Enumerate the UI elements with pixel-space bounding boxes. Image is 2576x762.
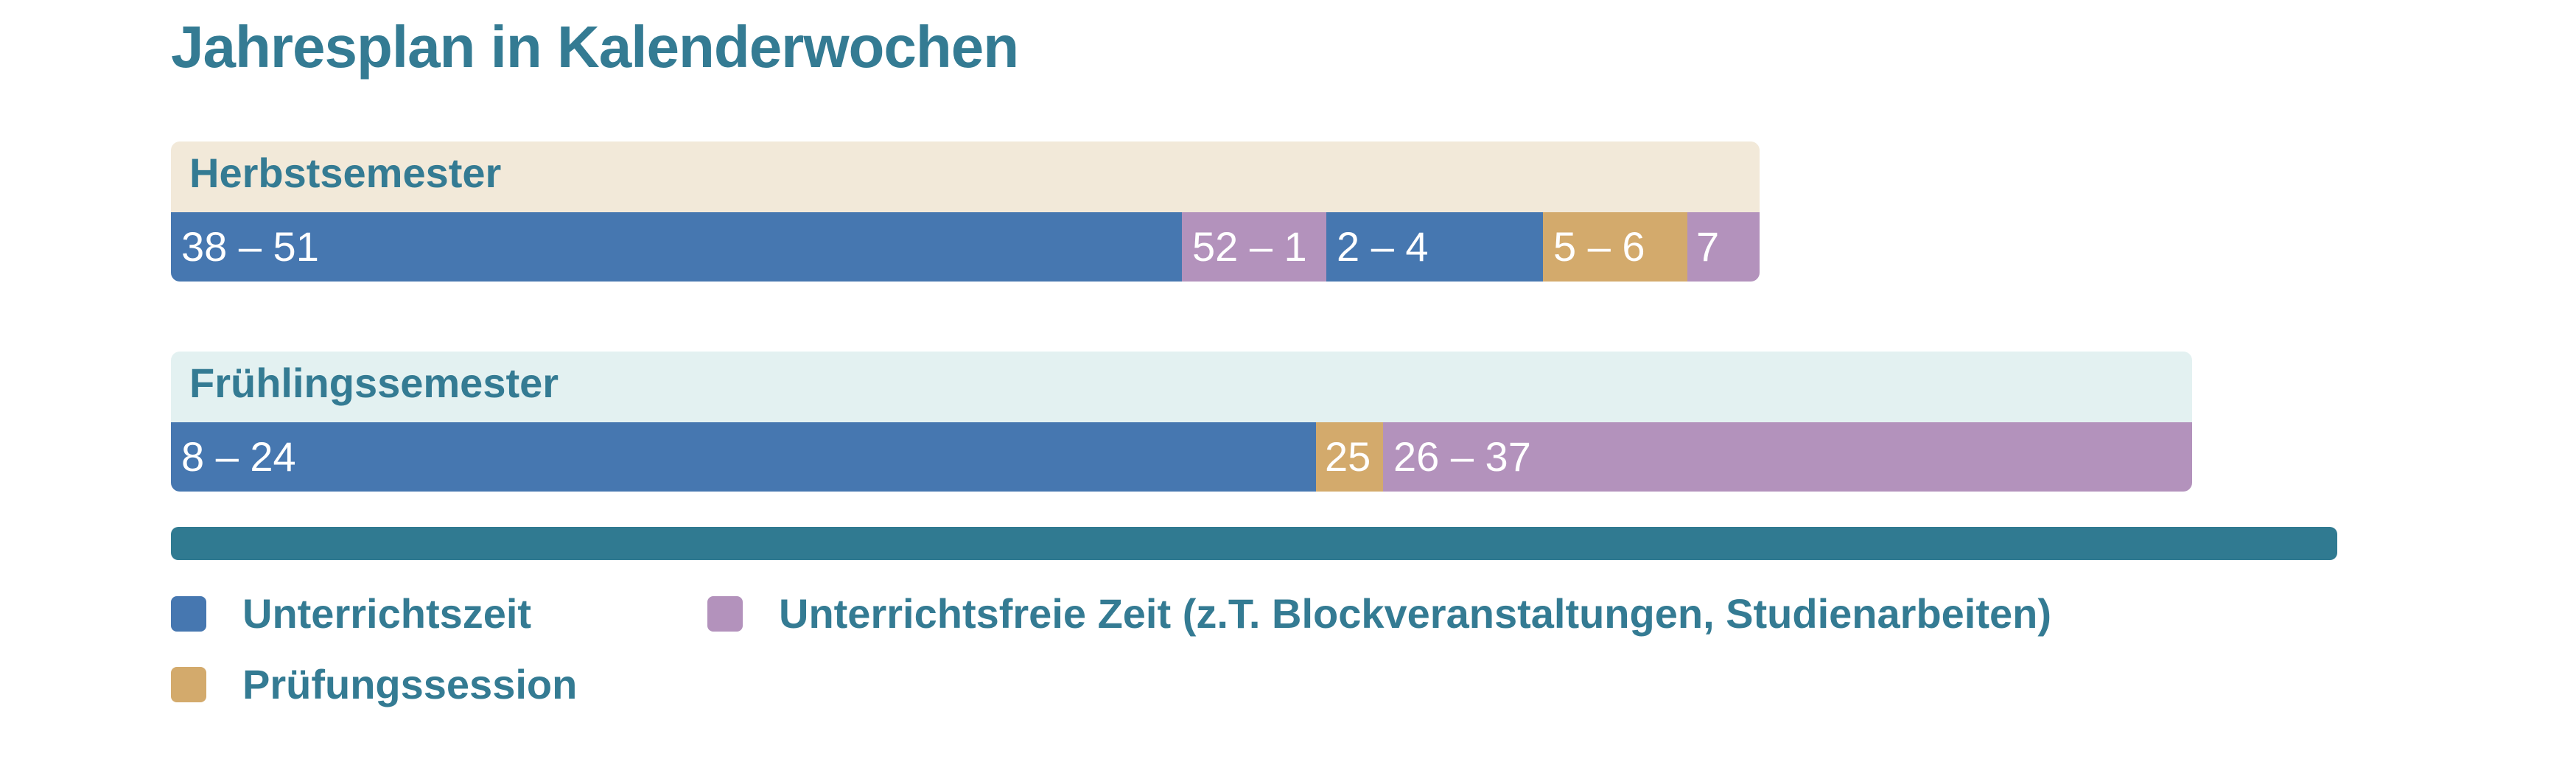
legend-item-exam: Prüfungssession	[171, 660, 577, 708]
segment-free: 52 – 1	[1182, 212, 1326, 282]
page-title: Jahresplan in Kalenderwochen	[171, 14, 1019, 80]
segment-free: 7	[1687, 212, 1760, 282]
legend-swatch-free	[707, 595, 743, 632]
herbstsemester-header: Herbstsemester	[171, 141, 1760, 212]
segment-exam: 5 – 6	[1543, 212, 1687, 282]
legend-item-free: Unterrichtsfreie Zeit (z.T. Blockveranst…	[707, 590, 2051, 637]
legend-swatch-exam	[171, 666, 206, 702]
herbstsemester-label: Herbstsemester	[189, 150, 502, 196]
segment-exam: 25	[1316, 422, 1383, 492]
timeline-bar	[171, 527, 2337, 560]
segment-free: 26 – 37	[1383, 422, 2192, 492]
fruehlingssemester-label: Frühlingssemester	[189, 360, 559, 406]
segment-teaching: 38 – 51	[171, 212, 1182, 282]
legend-swatch-teaching	[171, 595, 206, 632]
segment-teaching: 8 – 24	[171, 422, 1316, 492]
fruehlingssemester-header: Frühlingssemester	[171, 352, 2192, 422]
legend-label-exam: Prüfungssession	[242, 661, 578, 707]
segment-teaching: 2 – 4	[1326, 212, 1543, 282]
legend-label-teaching: Unterrichtszeit	[242, 590, 532, 637]
fruehlingssemester-bar: 8 – 24 25 26 – 37	[171, 422, 2192, 492]
legend-label-free: Unterrichtsfreie Zeit (z.T. Blockveranst…	[779, 590, 2052, 637]
legend-item-teaching: Unterrichtszeit	[171, 590, 531, 637]
